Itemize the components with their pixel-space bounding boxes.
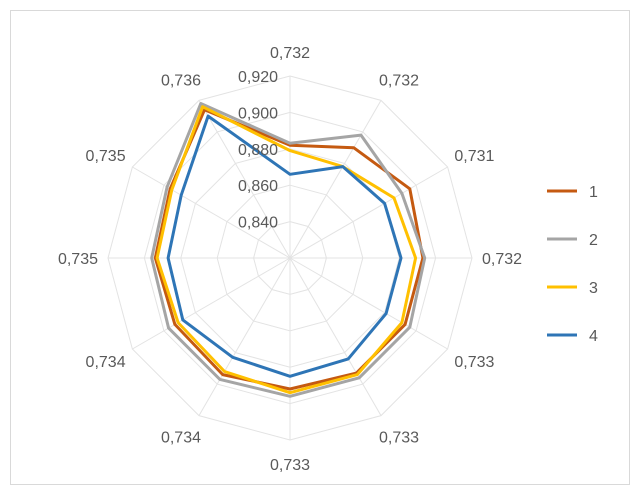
spoke-10 — [132, 166, 291, 259]
radial-tick-label: 0,860 — [238, 178, 278, 195]
category-labels: 0,732 0,732 0,731 0,732 0,733 0,733 0,733 0,734… — [58, 45, 522, 474]
legend-label: 4 — [589, 328, 598, 345]
spoke-11 — [198, 100, 291, 259]
category-label: 0,732 — [270, 45, 310, 62]
category-label: 0,732 — [482, 251, 522, 268]
radial-tick-label: 0,900 — [238, 105, 278, 122]
category-label: 0,733 — [379, 429, 419, 446]
radial-tick-label: 0,840 — [238, 215, 278, 232]
category-label: 0,732 — [379, 73, 419, 90]
spoke-7 — [198, 257, 291, 416]
category-label: 0,735 — [58, 251, 98, 268]
legend-label: 2 — [589, 232, 598, 249]
category-label: 0,734 — [161, 429, 201, 446]
spoke-4 — [289, 257, 448, 350]
chart-area — [10, 10, 630, 485]
legend-label: 3 — [589, 280, 598, 297]
series-line-4 — [166, 114, 403, 378]
legend: 1 2 3 4 — [547, 184, 598, 345]
radial-tick-label: 0,880 — [238, 142, 278, 159]
series-line-2 — [150, 102, 427, 398]
category-label: 0,733 — [270, 457, 310, 474]
spoke-8 — [132, 257, 291, 350]
radial-axis-labels: 0,840 0,860 0,880 0,900 0,920 — [238, 69, 278, 232]
radar-grid — [107, 75, 473, 441]
legend-label: 1 — [589, 184, 598, 201]
series-layer — [150, 102, 427, 398]
spoke-2 — [289, 166, 448, 259]
category-label: 0,731 — [454, 148, 494, 165]
spoke-1 — [289, 100, 382, 259]
radial-tick-label: 0,920 — [238, 69, 278, 86]
series-line-3 — [155, 105, 418, 395]
category-label: 0,735 — [86, 148, 126, 165]
category-label: 0,733 — [454, 354, 494, 371]
category-label: 0,736 — [161, 73, 201, 90]
spoke-5 — [289, 257, 382, 416]
series-line-1 — [153, 108, 425, 391]
category-label: 0,734 — [86, 354, 126, 371]
